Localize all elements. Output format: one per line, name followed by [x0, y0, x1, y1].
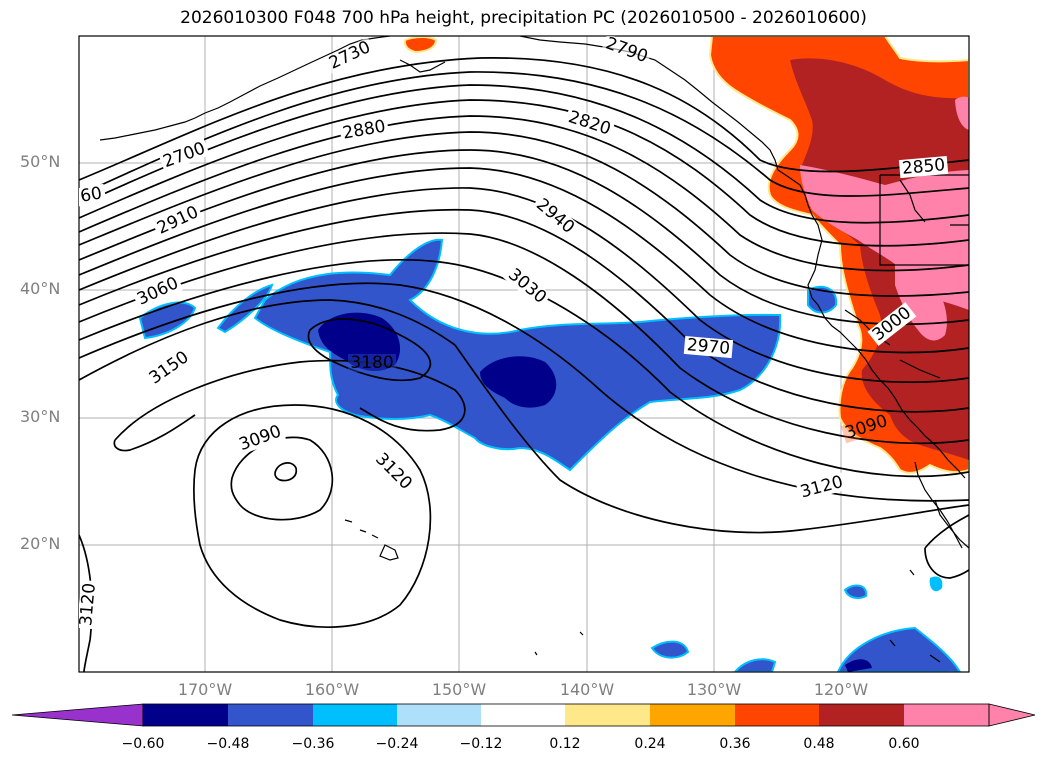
- colorbar-frame: [142, 703, 990, 727]
- colorbar-tick: 0.12: [549, 736, 581, 752]
- colorbar-tick: −0.12: [459, 736, 503, 752]
- colorbar-tick: 0.36: [719, 736, 751, 752]
- longitude-label: 140°W: [559, 680, 615, 699]
- colorbar-swatch: [228, 704, 313, 726]
- latitude-label: 50°N: [20, 152, 61, 171]
- colorbar-tick: 0.48: [803, 736, 835, 752]
- latitude-label: 20°N: [20, 534, 61, 553]
- map-title: 2026010300 F048 700 hPa height, precipit…: [180, 8, 867, 28]
- colorbar-extend-high: [988, 703, 1036, 727]
- longitude-label: 170°W: [177, 680, 233, 699]
- colorbar-swatch: [143, 704, 228, 726]
- colorbar-tick: 0.60: [888, 736, 920, 752]
- longitude-label: 160°W: [304, 680, 360, 699]
- negative-precip-region: [138, 238, 962, 672]
- colorbar-swatch: [481, 704, 565, 726]
- colorbar: [11, 703, 1036, 727]
- colorbar-tick: 0.24: [634, 736, 666, 752]
- colorbar-swatch: [819, 704, 904, 726]
- longitude-label: 130°W: [686, 680, 742, 699]
- colorbar-swatch: [565, 704, 650, 726]
- colorbar-tick: −0.48: [206, 736, 250, 752]
- colorbar-tick: −0.24: [375, 736, 419, 752]
- coastlines: [99, 36, 969, 663]
- colorbar-extend-low: [11, 703, 144, 727]
- longitude-label: 150°W: [431, 680, 487, 699]
- colorbar-swatch: [904, 704, 989, 726]
- latitude-label: 40°N: [20, 279, 61, 298]
- colorbar-swatch: [735, 704, 819, 726]
- colorbar-swatch: [313, 704, 397, 726]
- colorbar-swatch: [397, 704, 481, 726]
- colorbar-tick: −0.60: [121, 736, 165, 752]
- longitude-label: 120°W: [813, 680, 869, 699]
- colorbar-tick: −0.36: [291, 736, 335, 752]
- latitude-label: 30°N: [20, 407, 61, 426]
- colorbar-swatch: [650, 704, 735, 726]
- map-frame: [78, 35, 970, 673]
